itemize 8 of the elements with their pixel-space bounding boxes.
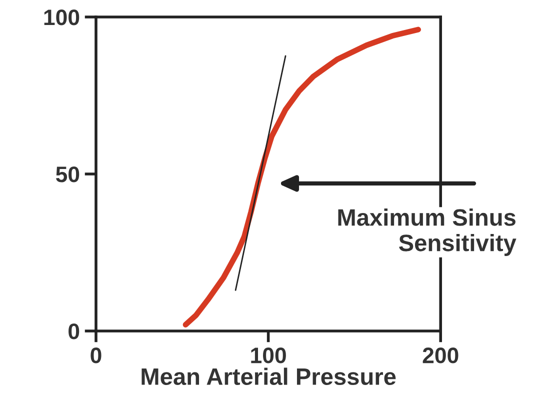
y-tick-label: 100 [44, 10, 80, 26]
x-tick-label: 200 [422, 348, 458, 364]
annotation: Maximum Sinus Sensitivity [338, 208, 516, 256]
x-tick-label: 100 [251, 348, 286, 364]
y-tick-label: 0 [68, 324, 80, 340]
x-axis-title: Mean Arterial Pressure [142, 368, 396, 386]
x-tick-label: 0 [90, 348, 102, 364]
y-tick-label: 50 [56, 166, 80, 182]
